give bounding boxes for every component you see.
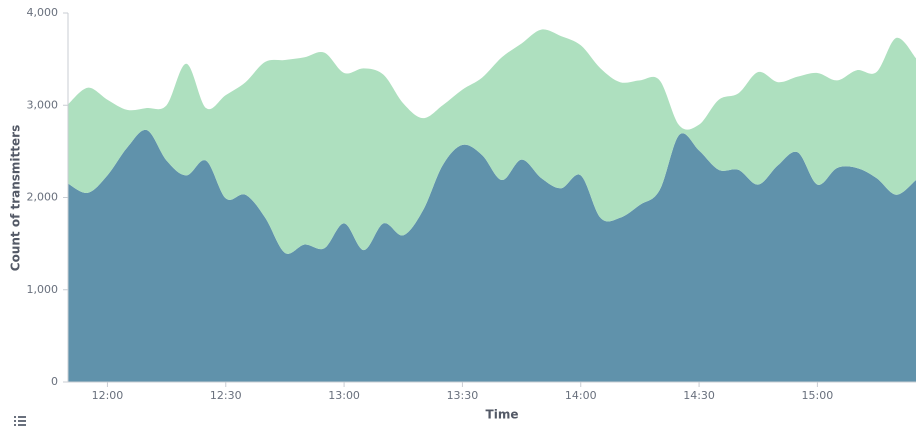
x-axis-title: Time <box>486 408 519 422</box>
areas <box>68 29 916 382</box>
y-tick-label: 2,000 <box>27 191 59 204</box>
legend-toggle[interactable] <box>14 416 26 426</box>
x-tick-label: 13:00 <box>328 389 360 402</box>
area <box>68 129 916 382</box>
area <box>68 29 916 254</box>
x-tick-label: 14:30 <box>683 389 715 402</box>
x-tick-label: 12:00 <box>92 389 124 402</box>
x-tick-label: 15:00 <box>802 389 834 402</box>
y-tick-label: 3,000 <box>27 98 59 111</box>
x-tick-label: 13:30 <box>447 389 479 402</box>
y-tick-label: 4,000 <box>27 6 59 19</box>
x-tick-label: 12:30 <box>210 389 242 402</box>
x-tick-label: 14:00 <box>565 389 597 402</box>
y-tick-label: 0 <box>51 375 58 388</box>
y-tick-label: 1,000 <box>27 283 59 296</box>
y-axis-title: Count of transmitters <box>9 125 23 271</box>
